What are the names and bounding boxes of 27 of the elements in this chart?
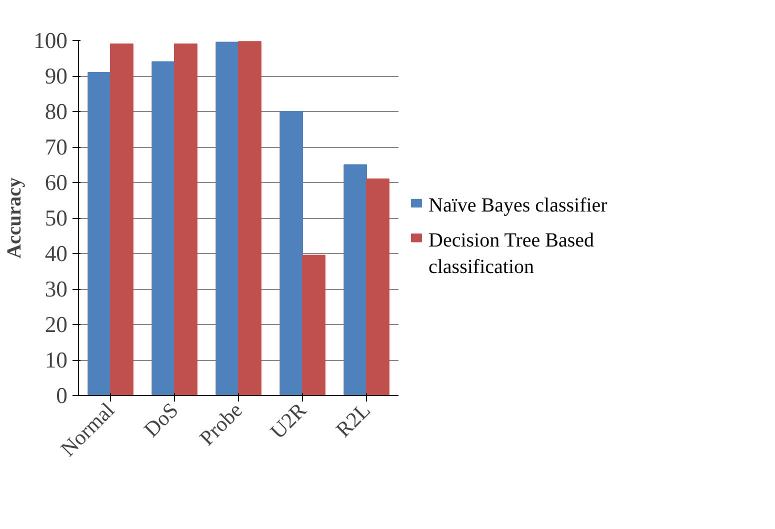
y-axis-title: Accuracy [4,177,26,259]
bar [238,41,262,396]
legend-label: Decision Tree Based classification [428,229,594,278]
y-tick-label: 60 [44,170,68,195]
y-tick-label: 100 [34,28,68,53]
bar [216,42,239,396]
bar [152,61,175,396]
legend-label: Naïve Bayes classifier [428,194,608,217]
x-tick-label: U2R [266,397,312,444]
x-tick-label: R2L [331,398,375,442]
bar [110,44,134,396]
bar [344,164,367,396]
y-tick-label: 40 [44,241,68,266]
y-tick-label: 50 [44,206,68,230]
y-tick-label: 90 [44,64,68,88]
y-tick-label: 30 [44,276,68,302]
bar [174,44,198,396]
bar [366,178,390,396]
y-tick-label: 0 [56,383,68,408]
x-tick-label: DoS [139,398,183,442]
y-tick-label: 80 [44,99,68,124]
bar [280,111,303,396]
bar [302,254,326,396]
y-tick-label: 10 [44,348,68,372]
y-tick-label: 70 [44,134,68,160]
y-tick-label: 20 [44,312,68,337]
bar [88,72,111,396]
